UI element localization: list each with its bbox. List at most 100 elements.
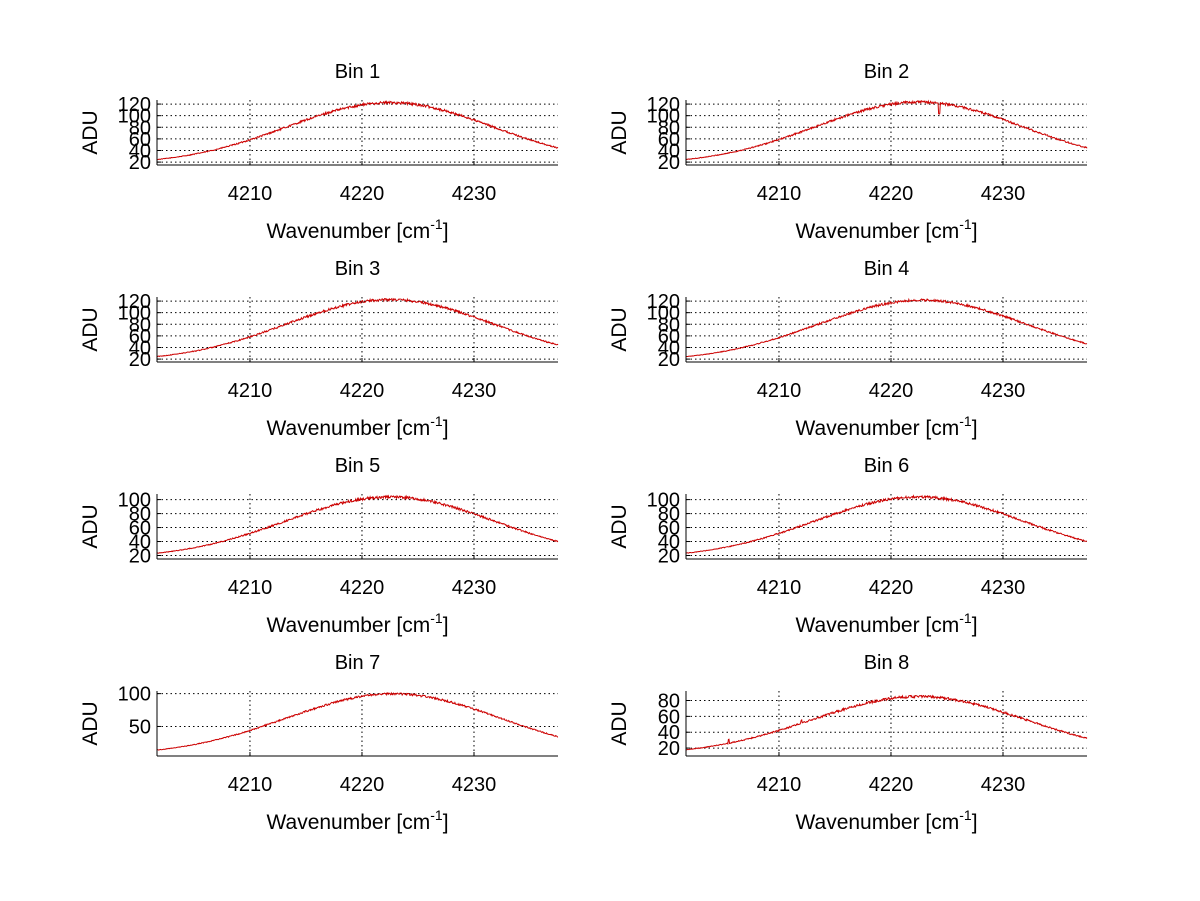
x-axis-label-close: ] bbox=[443, 811, 449, 834]
y-tick-label: 60 bbox=[658, 518, 680, 540]
y-tick-label: 40 bbox=[658, 140, 680, 162]
y-tick-label: 80 bbox=[129, 314, 151, 336]
y-tick-label: 80 bbox=[658, 314, 680, 336]
x-tick-label: 4220 bbox=[340, 774, 385, 796]
x-tick-label: 4210 bbox=[228, 183, 273, 205]
y-tick-label: 40 bbox=[129, 532, 151, 554]
x-axis-label-superscript: -1 bbox=[430, 413, 443, 429]
x-axis-label-close: ] bbox=[972, 811, 978, 834]
chart-title: Bin 6 bbox=[864, 455, 910, 477]
x-axis-label-text: Wavenumber [cm bbox=[795, 811, 959, 834]
y-axis-label: ADU bbox=[79, 307, 102, 351]
x-tick-label: 4230 bbox=[981, 577, 1026, 599]
series-line bbox=[156, 494, 559, 554]
y-axis-label: ADU bbox=[79, 504, 102, 548]
y-tick-label: 20 bbox=[658, 738, 680, 760]
x-axis-label-text: Wavenumber [cm bbox=[795, 220, 959, 243]
y-tick-label: 80 bbox=[658, 504, 680, 526]
x-axis-label: Wavenumber [cm-1] bbox=[795, 216, 977, 243]
x-axis-label: Wavenumber [cm-1] bbox=[795, 413, 977, 440]
y-tick-label: 100 bbox=[647, 106, 680, 128]
y-tick-label: 60 bbox=[129, 518, 151, 540]
y-tick-label: 80 bbox=[129, 504, 151, 526]
x-axis-label-superscript: -1 bbox=[959, 413, 972, 429]
x-axis-label-close: ] bbox=[443, 417, 449, 440]
x-axis-label-superscript: -1 bbox=[430, 807, 443, 823]
x-tick-label: 4210 bbox=[228, 774, 273, 796]
series-line bbox=[156, 691, 559, 751]
x-axis-label: Wavenumber [cm-1] bbox=[795, 807, 977, 834]
y-tick-label: 40 bbox=[129, 140, 151, 162]
subplot-7: Bin 7 4210 4220 4230 50 100 ADU Wavenumber [cm-… bbox=[79, 652, 559, 834]
y-axis-label: ADU bbox=[608, 504, 631, 548]
x-axis-label-text: Wavenumber [cm bbox=[266, 811, 430, 834]
chart-title: Bin 8 bbox=[864, 652, 910, 674]
x-tick-label: 4230 bbox=[452, 183, 497, 205]
y-tick-label: 100 bbox=[118, 106, 151, 128]
y-tick-label: 60 bbox=[129, 129, 151, 151]
y-tick-label: 50 bbox=[129, 716, 151, 738]
x-tick-label: 4210 bbox=[757, 183, 802, 205]
series-line bbox=[156, 297, 559, 358]
x-axis-label: Wavenumber [cm-1] bbox=[795, 610, 977, 637]
y-axis-label: ADU bbox=[608, 110, 631, 154]
x-axis-label-close: ] bbox=[972, 417, 978, 440]
x-axis-label-text: Wavenumber [cm bbox=[266, 220, 430, 243]
y-axis-label: ADU bbox=[608, 307, 631, 351]
y-tick-label: 120 bbox=[647, 94, 680, 116]
y-tick-label: 40 bbox=[658, 722, 680, 744]
series-line bbox=[685, 494, 1088, 554]
x-axis-label-close: ] bbox=[972, 220, 978, 243]
x-tick-label: 4220 bbox=[869, 380, 914, 402]
x-axis-label-superscript: -1 bbox=[430, 216, 443, 232]
series-line bbox=[685, 99, 1088, 161]
x-axis-label-text: Wavenumber [cm bbox=[266, 417, 430, 440]
y-tick-label: 60 bbox=[129, 326, 151, 348]
y-tick-label: 40 bbox=[658, 337, 680, 359]
y-tick-label: 60 bbox=[658, 706, 680, 728]
y-tick-label: 20 bbox=[129, 546, 151, 568]
y-tick-label: 100 bbox=[118, 490, 151, 512]
x-tick-label: 4230 bbox=[452, 774, 497, 796]
chart-title: Bin 5 bbox=[335, 455, 381, 477]
x-axis-label-superscript: -1 bbox=[959, 216, 972, 232]
chart-title: Bin 4 bbox=[864, 258, 910, 280]
y-tick-label: 60 bbox=[658, 129, 680, 151]
x-axis-label-close: ] bbox=[972, 614, 978, 637]
y-tick-label: 60 bbox=[658, 326, 680, 348]
x-tick-label: 4210 bbox=[757, 577, 802, 599]
x-tick-label: 4210 bbox=[757, 774, 802, 796]
x-axis-label-text: Wavenumber [cm bbox=[795, 614, 959, 637]
x-tick-label: 4210 bbox=[228, 577, 273, 599]
x-axis-label-superscript: -1 bbox=[959, 610, 972, 626]
chart-title: Bin 3 bbox=[335, 258, 381, 280]
series-line bbox=[685, 297, 1088, 358]
x-axis-label-close: ] bbox=[443, 614, 449, 637]
y-axis-label: ADU bbox=[79, 110, 102, 154]
x-tick-label: 4230 bbox=[981, 774, 1026, 796]
x-tick-label: 4220 bbox=[340, 183, 385, 205]
x-axis-label-superscript: -1 bbox=[430, 610, 443, 626]
x-axis-label: Wavenumber [cm-1] bbox=[266, 216, 448, 243]
x-axis-label: Wavenumber [cm-1] bbox=[266, 413, 448, 440]
x-axis-label-text: Wavenumber [cm bbox=[266, 614, 430, 637]
y-axis-label: ADU bbox=[608, 701, 631, 745]
y-axis-label: ADU bbox=[79, 701, 102, 745]
x-tick-label: 4220 bbox=[869, 774, 914, 796]
y-tick-label: 20 bbox=[129, 349, 151, 371]
series-line bbox=[156, 100, 559, 161]
chart-title: Bin 2 bbox=[864, 61, 910, 83]
x-tick-label: 4220 bbox=[340, 577, 385, 599]
y-tick-label: 100 bbox=[647, 490, 680, 512]
series-line bbox=[685, 694, 1088, 751]
x-axis-label-close: ] bbox=[443, 220, 449, 243]
x-tick-label: 4230 bbox=[981, 183, 1026, 205]
x-tick-label: 4210 bbox=[228, 380, 273, 402]
y-tick-label: 80 bbox=[129, 117, 151, 139]
y-tick-label: 40 bbox=[129, 337, 151, 359]
